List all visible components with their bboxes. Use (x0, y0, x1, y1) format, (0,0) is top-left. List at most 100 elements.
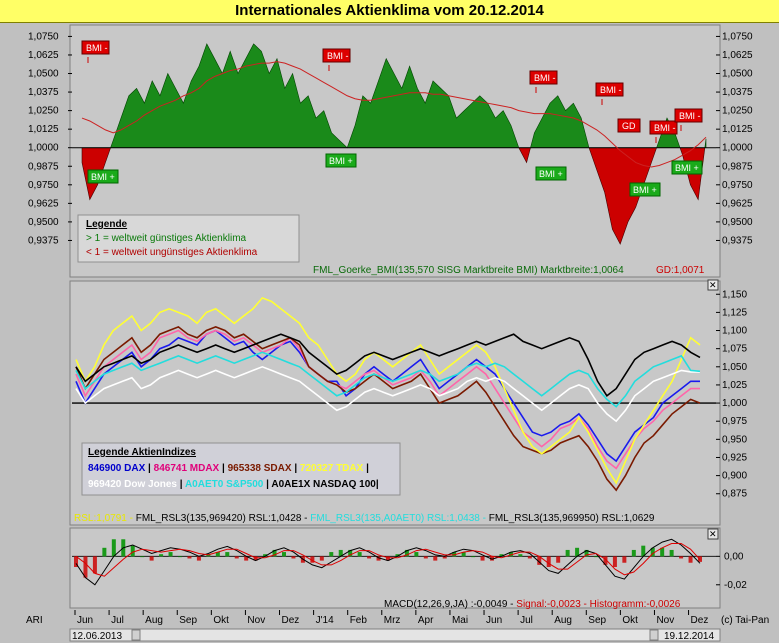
legend-sp: A0AET0 S&P500 (185, 479, 264, 490)
rsl-plot (72, 296, 716, 492)
legend-tdax: 720327 TDAX (300, 463, 364, 474)
rsl-tick-label: 0,875 (722, 489, 747, 500)
month-label: Mai (452, 615, 468, 626)
macd-histogram-bar (74, 556, 78, 567)
macd-signal-line (75, 543, 701, 577)
rsl-line-2 (75, 329, 700, 470)
bmi-area-negative (81, 147, 707, 245)
bmi-tick-label-left: 1,0250 (28, 106, 59, 117)
macd-histogram-bar (357, 552, 362, 557)
month-label: Sep (179, 615, 197, 626)
legend-sep5: | (180, 479, 183, 490)
macd-histogram-bar (102, 547, 107, 557)
macd-histogram-bar (130, 545, 135, 557)
macd-histogram-bar (329, 552, 334, 557)
bmi-gd-line (81, 61, 707, 168)
rsl-tick-label: 0,925 (722, 452, 747, 463)
macd-histogram-bar (622, 556, 627, 563)
bmi-buy-label: BMI + (633, 185, 657, 195)
macd-histogram-bar (376, 556, 381, 561)
macd-histogram-bar (556, 556, 561, 563)
rsl-tick-label: 1,025 (722, 380, 747, 391)
month-label: Aug (145, 615, 163, 626)
macd-histogram-bar (215, 552, 220, 557)
macd-histogram-bar (291, 556, 296, 559)
bmi-area-positive (81, 43, 707, 148)
macd-histogram-bar (584, 549, 589, 557)
bmi-markers: BMI -BMI -BMI -BMI -BMI -BMI -BMI +BMI +… (81, 40, 703, 197)
bmi-tick-label-left: 0,9750 (28, 180, 59, 191)
bmi-caption: FML_Goerke_BMI(135,570 SISG Marktbreite … (313, 265, 624, 276)
legend-sep6: | (266, 479, 269, 490)
macd-histogram-bar (546, 556, 551, 567)
month-label: Okt (213, 615, 229, 626)
macd-histogram-bar (253, 556, 258, 561)
bmi-buy-label: BMI + (675, 163, 699, 173)
macd-histogram-bar (386, 556, 390, 561)
rsl-line-3 (75, 325, 701, 492)
time-scrollbar[interactable] (69, 628, 721, 642)
month-label: Mrz (384, 615, 401, 626)
rsl-caption-d: FML_RSL3(135,969950) RSL:1,0629 (489, 513, 655, 524)
month-label: Sep (588, 615, 606, 626)
macd-histogram-bar (149, 556, 154, 561)
bmi-tick-label-left: 1,0500 (28, 69, 59, 80)
bmi-tick-label-left: 0,9625 (28, 198, 59, 209)
macd-caption: MACD(12,26,9,JA) :-0,0049 - Signal:-0,00… (384, 599, 681, 610)
rsl-legend-row1: 846900 DAX | 846741 MDAX | 965338 SDAX |… (88, 463, 369, 474)
legend-sep2: | (222, 463, 225, 474)
macd-histogram-bar (471, 556, 476, 558)
rsl-tick-label: 1,100 (722, 326, 747, 337)
rsl-tick-label: 1,125 (722, 307, 747, 318)
macd-tick-label: 0,00 (724, 551, 744, 562)
bmi-sell-label: BMI - (327, 51, 349, 61)
rsl-caption-c: FML_RSL3(135,A0AET0) RSL:1,0438 - (310, 513, 486, 524)
rsl-line-4 (75, 296, 701, 485)
month-axis: Jun Jul Aug Sep Okt Nov Dez J'14 Feb Mrz Apr Mai Jun… (74, 610, 708, 626)
bmi-tick-label-left: 0,9375 (28, 235, 59, 246)
scroll-left-handle[interactable] (131, 629, 141, 641)
macd-histogram-bar (537, 556, 542, 565)
rsl-tick-label: 1,000 (722, 398, 747, 409)
rsl-close-button[interactable] (707, 279, 719, 291)
bmi-buy-marker (629, 182, 661, 197)
rsl-tick-label: 1,075 (722, 344, 747, 355)
macd-histogram-bar (527, 556, 532, 559)
macd-histogram-bar (631, 549, 636, 557)
macd-tick-label: -0,02 (724, 580, 747, 591)
macd-histogram-bar (92, 556, 97, 574)
month-label: Jul (520, 615, 533, 626)
macd-histogram-bar (168, 552, 173, 557)
rsl-legend-box (81, 442, 401, 496)
macd-histogram-bar (111, 539, 116, 557)
macd-histogram-bar (225, 552, 230, 557)
macd-histogram-bar (508, 552, 513, 557)
bmi-tick-label-right: 0,9875 (722, 161, 753, 172)
bmi-tick-label-right: 0,9625 (722, 198, 753, 209)
macd-histogram-bar (518, 554, 523, 557)
scroll-right-handle[interactable] (649, 629, 659, 641)
bmi-legend-title: Legende (86, 219, 128, 230)
macd-histogram-bar (348, 549, 353, 557)
month-label: Aug (554, 615, 572, 626)
rsl-line-5 (75, 365, 701, 423)
bmi-sell-marker (81, 40, 110, 55)
macd-histogram-bar (414, 552, 419, 557)
macd-histogram-bar (423, 556, 428, 559)
bmi-tick-label-left: 1,0000 (28, 143, 59, 154)
month-label: Nov (247, 615, 265, 626)
macd-histogram-bar (480, 556, 485, 561)
bmi-sell-marker (322, 48, 351, 63)
month-label: Jul (111, 615, 124, 626)
bmi-axis: 1,0750 1,0750 1,0625 1,0625 1,0500 1,0500 1,03… (28, 31, 753, 246)
bmi-tick-label-left: 1,0375 (28, 87, 59, 98)
bmi-sell-marker (674, 108, 703, 123)
bmi-tick-label-right: 0,9750 (722, 180, 753, 191)
macd-histogram-bar (187, 556, 192, 559)
macd-axis: 0,00 -0,02 (716, 551, 747, 591)
bmi-buy-marker (671, 160, 703, 175)
macd-histogram-bar (461, 552, 466, 557)
rsl-caption-a: RSL:1,0791 - (74, 513, 133, 524)
macd-histogram-bar (499, 554, 504, 557)
macd-close-button[interactable] (707, 528, 719, 540)
